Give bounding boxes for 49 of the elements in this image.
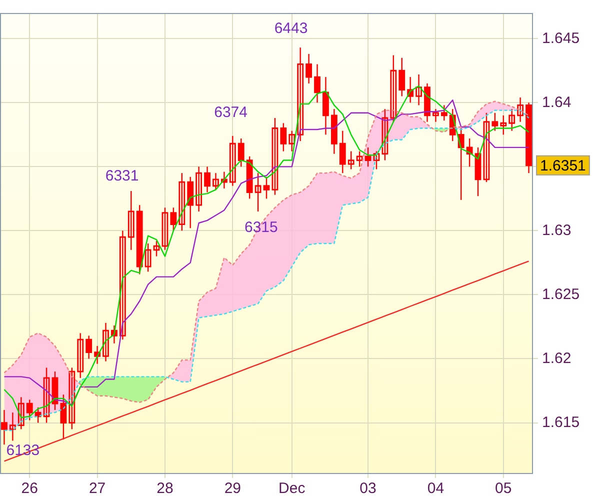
candlestick (196, 166, 202, 212)
annotation: 6374 (214, 104, 248, 122)
annotation: 6443 (274, 20, 308, 37)
candlestick (212, 172, 219, 190)
candlestick (229, 135, 236, 186)
candlestick (508, 108, 516, 132)
candlestick (356, 150, 363, 168)
text: 1.6351 (540, 158, 586, 175)
candlestick (144, 242, 152, 272)
candlestick (68, 367, 76, 430)
candlestick (77, 332, 84, 379)
candlestick (153, 240, 160, 257)
annotation: 6331 (105, 167, 139, 184)
y-tick-label: 1.625 (542, 286, 580, 303)
candlestick (288, 130, 296, 152)
candlestick (416, 74, 422, 106)
candlestick (162, 207, 168, 251)
annotation: 6315 (244, 218, 278, 236)
candlestick (9, 412, 16, 442)
x-tick-label: 04 (427, 480, 444, 497)
candlestick (272, 117, 278, 196)
y-tick-label: 1.63 (542, 222, 572, 239)
candlestick (373, 150, 380, 170)
x-tick-label: 03 (360, 480, 376, 497)
candlestick (297, 46, 304, 142)
candlestick (119, 230, 126, 340)
candlestick (254, 172, 262, 212)
candlestick (128, 190, 134, 251)
y-tick-label: 1.64 (542, 94, 572, 111)
x-tick-label: 27 (88, 480, 106, 497)
candlestick (348, 150, 354, 170)
candlestick (382, 108, 388, 161)
x-tick-label: 28 (156, 480, 174, 497)
y-tick-label: 1.615 (542, 414, 580, 431)
candlestick (43, 367, 50, 424)
candlestick (517, 96, 524, 122)
candlestick (18, 396, 24, 430)
candlestick (432, 108, 439, 122)
candlestick (178, 172, 186, 232)
x-tick-label: 26 (21, 480, 38, 497)
x-tick-label: 05 (495, 480, 512, 497)
candlestick (483, 112, 490, 183)
y-tick-label: 1.645 (542, 30, 580, 47)
candlestick (500, 114, 507, 136)
x-tick-label: Dec (278, 480, 306, 497)
candlestick (102, 322, 109, 362)
candlestick (390, 54, 397, 122)
x-tick-label: 29 (224, 480, 241, 497)
y-tick-label: 1.62 (542, 350, 572, 367)
